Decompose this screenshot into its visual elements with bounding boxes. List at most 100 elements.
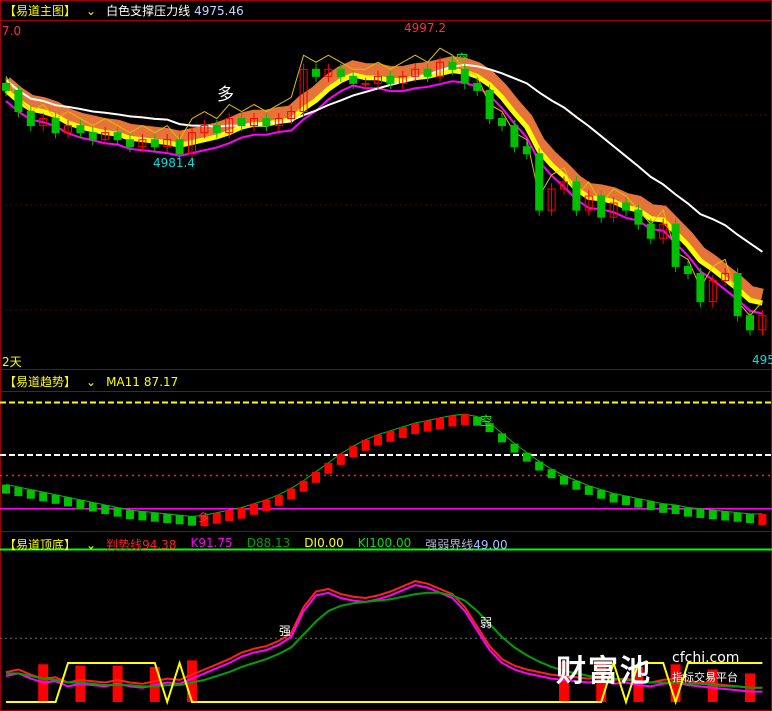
trend-bar [250,503,258,515]
trend-bar [547,469,556,479]
candle-body [312,68,320,77]
legend-value: 88.13 [255,536,291,550]
candle-body [622,202,630,211]
ma-label: MA11 [106,374,140,389]
candle-body [423,68,432,77]
candle-body [88,132,97,141]
signal-bar [596,663,607,702]
chevron-down-icon[interactable]: ⌄ [86,374,97,389]
weak-signal: 弱 [480,616,493,630]
trend-bar [14,487,23,497]
watermark-brand: 财富池 [556,654,652,689]
candle-body [733,272,742,317]
candle-body [411,68,420,77]
candle-body [386,75,395,84]
trend-bar [163,514,172,524]
trend-bar [622,496,630,506]
signal-bar [559,661,569,702]
trend-bar [423,420,432,432]
trend-bar [175,515,184,525]
trend-bar [411,423,420,435]
candle-body [212,125,221,134]
candle-body [336,68,345,77]
trend-bar [708,510,717,520]
trend-bar [684,507,692,517]
trend-bar [498,433,506,443]
candle-body [101,132,110,141]
trend-panel-title[interactable]: 【易道趋势】 [4,375,77,389]
candle-body [684,265,692,274]
trend-bar [671,505,680,515]
candle-body [460,68,469,84]
trend-bar [26,489,35,499]
legend-item: 强弱界线 49.00 [425,536,507,553]
magenta-ma-line [5,80,763,315]
candle-body [560,181,568,190]
trend-bar [659,503,668,513]
trend-bar [634,498,643,508]
watermark-domain: cfchi.com [672,650,740,666]
legend-item: 判势线 94.38 [106,536,176,553]
candle-body [572,181,581,211]
di-line [6,659,763,706]
strong-signal: 强 [279,624,292,638]
candle-body [758,315,767,331]
left-top-label: 7.0 [2,24,22,38]
trend-bar [237,507,246,519]
candle-body [547,188,556,211]
watermark-tagline: 指标交易平台 [672,671,738,684]
k-line [5,583,763,693]
trend-bar [746,514,754,524]
trend-bar [510,443,519,453]
trend-bar [324,462,333,474]
candle-body [2,82,10,91]
trend-bar [200,515,209,527]
trend-bar [287,488,296,500]
candle-body [584,195,593,211]
trend-bar [101,505,110,515]
candle-body [324,68,333,77]
candle-body [349,75,358,84]
candle-body [175,139,184,155]
candle-body [26,111,35,127]
yellow-ma-line [4,68,763,306]
trend-bar [188,516,196,526]
trend-bar [460,414,469,426]
legend-item: KI 100.00 [358,536,411,553]
main-panel-title[interactable]: 【易道主图】 [4,4,77,18]
trend-bar [597,489,606,499]
trend-short-signal: 空 [480,414,493,428]
chevron-down-icon[interactable]: ⌄ [86,537,97,552]
trend-bar [113,507,122,517]
candle-body [163,139,172,148]
chevron-down-icon[interactable]: ⌄ [86,3,97,18]
trend-bar [572,480,581,490]
legend-label: 强弱界线 [425,538,474,552]
long-signal: 多 [217,85,234,105]
candle-body [138,139,147,148]
trend-bar [212,512,221,524]
legend-value: 0.00 [317,536,344,550]
candle-body [659,223,668,239]
trend-bar [2,484,10,494]
bottom-panel-title[interactable]: 【易道顶底】 [4,538,77,552]
trend-bar [721,511,730,521]
candle-body [188,132,196,155]
legend-value: 94.38 [142,538,177,552]
trend-bar [473,416,482,426]
candle-body [287,111,296,120]
low-price-label: 4981.4 [153,156,195,170]
trend-bar [299,480,308,492]
candle-body [448,61,457,70]
candle-body [696,272,705,303]
candle-body [76,125,85,134]
legend-label: K [190,536,199,550]
trend-bar [609,493,618,503]
trend-bar [560,475,568,485]
signal-bar [187,660,197,702]
legend-item: DI 0.00 [304,536,344,553]
candle-body [746,315,754,331]
candle-body [535,153,544,211]
main-panel-header: 【易道主图】 ⌄ 白色支撑压力线 4975.46 [4,2,244,19]
trend-ma-line [5,413,763,517]
